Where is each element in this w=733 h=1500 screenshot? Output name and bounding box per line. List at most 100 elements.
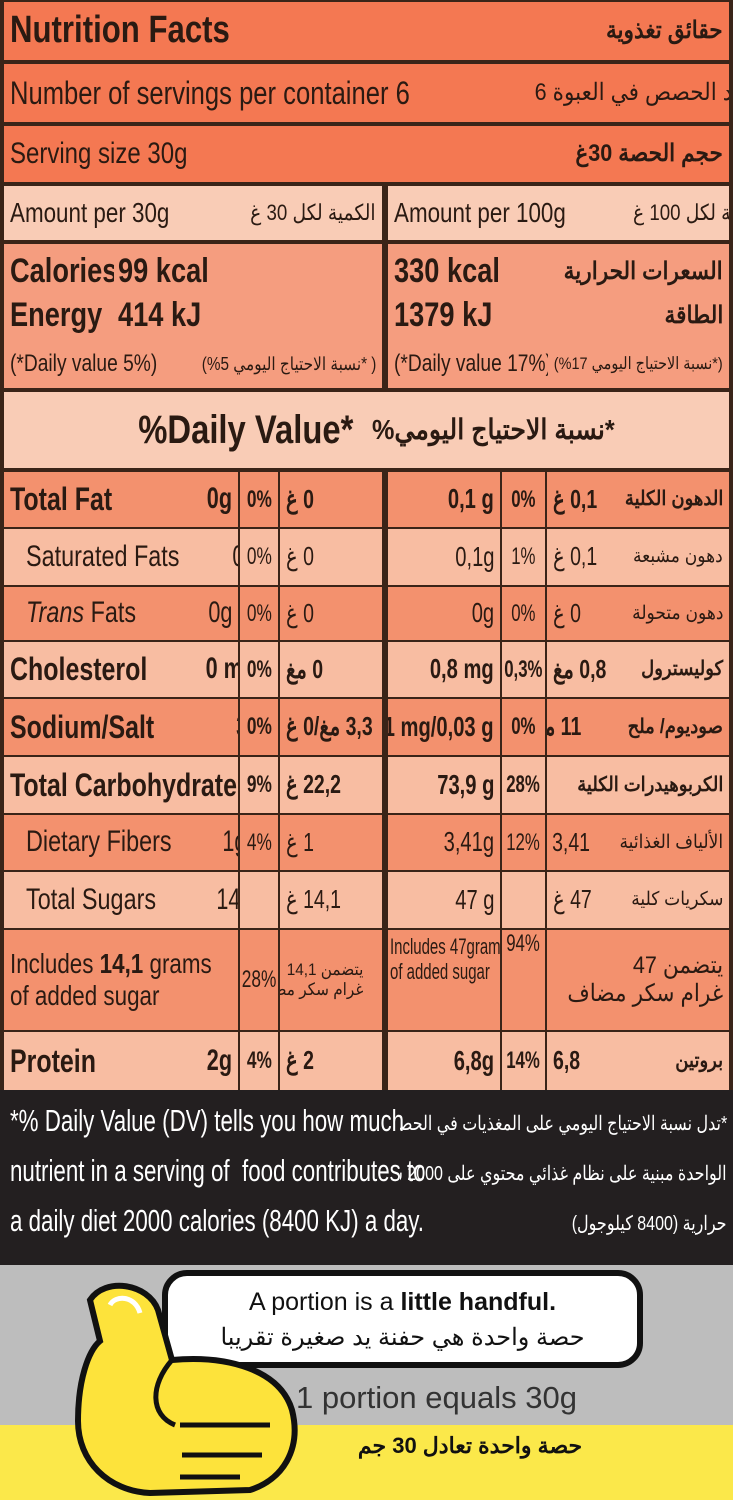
text: 414 kJ (118, 296, 202, 335)
hand (74, 1282, 298, 1497)
text-segment: Trans (26, 596, 85, 630)
pct-30: 0% (240, 587, 278, 640)
amount-100: 0,1 g (388, 472, 500, 527)
text: 1379 kJ (394, 296, 493, 335)
text-segment: غرام سكر مضاف (280, 980, 364, 999)
nutrient-name: Includes 14,1 grams of added sugar (4, 930, 238, 1030)
text: حجم الحصة 30غ (575, 140, 723, 168)
text: 0% (511, 485, 536, 513)
text-line: Trans Fats (26, 596, 136, 631)
text-segment: 14,1 (99, 947, 144, 979)
text: الكربوهيدرات الكلية (576, 773, 723, 796)
name-100-ar: صوديوم/ ملح 11 مغ/0,03 غ (547, 699, 729, 755)
text: 22,2 غ (286, 769, 342, 800)
text: 4% (246, 1047, 272, 1075)
text-box: *تدل نسبة الاحتياج اليومي على المغذيات ف… (400, 1102, 733, 1146)
text: 28% (241, 966, 277, 994)
text: 47 غ (553, 884, 592, 915)
text: 14% (506, 1047, 541, 1075)
text: 99 kcal (118, 252, 209, 291)
name-100-ar: الألياف الغذائية 3,41 غ (547, 815, 729, 870)
text: ( *نسبة الاحتياج اليومي 5%) (201, 353, 376, 374)
text: Trans Fats (26, 596, 136, 631)
text: 14,1 غ (286, 884, 342, 915)
text: 1 غ (286, 826, 314, 857)
text: Calories (10, 252, 114, 291)
text: 0g (207, 596, 232, 630)
text: Includes 47grams of added sugar (390, 934, 500, 985)
text: Energy (10, 296, 103, 335)
amount-100: 73,9 g (388, 757, 500, 813)
text: 3,3 mg/0 g (236, 710, 238, 745)
text: السعرات الحرارية (563, 258, 723, 286)
portion-graphic (0, 1265, 733, 1500)
text: 0% (511, 599, 536, 627)
text: Total Fat (10, 481, 113, 518)
text: Serving size 30g (10, 136, 188, 170)
text: Amount per 30g (10, 196, 170, 228)
text: 11 مغ/0,03 غ (547, 711, 582, 742)
text: 1g (222, 825, 238, 859)
pct-30: 0% (240, 529, 278, 585)
pct-30: 0% (240, 642, 278, 697)
amount-100: 11 mg/0,03 g (388, 699, 500, 755)
text-box: 330 kcal (388, 250, 548, 294)
text: 94% (506, 930, 541, 957)
serving-size-row: Serving size 30g حجم الحصة 30غ (4, 126, 729, 182)
text: 0,8 mg (430, 653, 494, 685)
pct-100: 14% (502, 1032, 545, 1090)
text-segment: of added sugar (390, 959, 490, 985)
energy-left (4, 244, 382, 388)
amount-100: 3,41g (388, 815, 500, 870)
text-box: *% Daily Value (DV) tells you how much (4, 1098, 424, 1144)
text: 0,1g (454, 540, 494, 572)
text-box: (*نسبة الاحتياج اليومي 17%) (540, 344, 729, 384)
text: Sodium/Salt (10, 708, 155, 745)
text: حقائق تغذوية (606, 17, 723, 45)
text: Saturated Fats (26, 539, 180, 573)
text: 0,3% (504, 655, 543, 683)
text: Number of servings per container 6 (10, 74, 410, 111)
text: حرارية (8400 كيلوجول) (572, 1212, 727, 1235)
text-box: الطاقة (540, 294, 729, 338)
text-box: حرارية (8400 كيلوجول) (400, 1202, 733, 1246)
text-box: حصة واحدة هي حفنة يد صغيرة تقريبا (170, 1318, 635, 1358)
text-line: of added sugar (390, 959, 500, 984)
text: 0% (511, 713, 536, 741)
text: *تدل نسبة الاحتياج اليومي على المغذيات ف… (400, 1112, 727, 1135)
amount-30-ar: 1 غ (280, 815, 382, 870)
text: حصة واحدة تعادل 30 جم (357, 1433, 583, 1459)
amount-30-ar: 0 مغ (280, 642, 382, 697)
pct-30: 4% (240, 815, 278, 870)
pct-30: 9% (240, 757, 278, 813)
text: الكمية لكل 30 غ (250, 200, 376, 226)
text: 1% (511, 543, 536, 571)
text-line: of added sugar (10, 980, 212, 1012)
text-line: A portion is a little handful. (249, 1288, 556, 1317)
nutrient-name: Trans Fats 0g (4, 587, 238, 640)
text: 0% (246, 655, 272, 683)
text: 3,41g (443, 826, 494, 858)
title-row: Nutrition Facts حقائق تغذوية (4, 2, 729, 60)
energy-right (388, 244, 729, 388)
amount-100: 0g (388, 587, 500, 640)
text: 28% (506, 771, 541, 799)
text: Includes 14,1 grams of added sugar (10, 948, 212, 1012)
text: يتضمن 47 غرام سكر مضاف (567, 952, 723, 1007)
text: 0,1 غ (553, 483, 598, 514)
text: 0 غ (286, 541, 314, 572)
text: 9% (246, 771, 272, 799)
amount-left: Amount per 30g الكمية لكل 30 غ (4, 186, 382, 240)
servings-row: Number of servings per container 6 عدد ال… (4, 64, 729, 122)
text: 2g (206, 1043, 232, 1077)
pct-30: 0% (240, 699, 278, 755)
text: nutrient in a serving of food contribute… (10, 1153, 424, 1189)
nutrient-name: Protein 2g (4, 1032, 238, 1090)
text: 6,8 (553, 1045, 581, 1076)
hand-lines (153, 1358, 270, 1480)
text: 0 mg (205, 652, 238, 686)
text: الطاقة (664, 302, 723, 330)
pct-100: 0% (502, 587, 545, 640)
nutrient-name: Sodium/Salt 3,3 mg/0 g (4, 699, 238, 755)
